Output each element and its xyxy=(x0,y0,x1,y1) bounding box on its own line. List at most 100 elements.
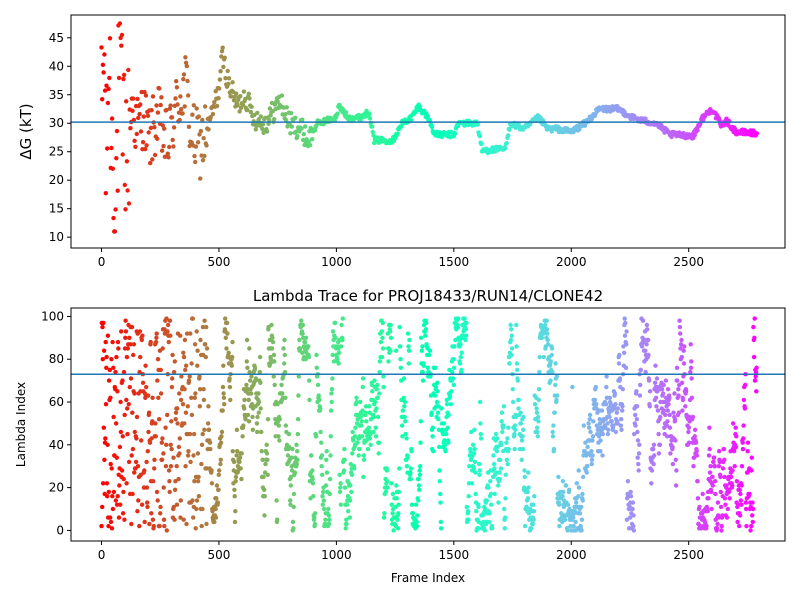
lambda-point xyxy=(272,382,277,388)
lambda-point xyxy=(373,425,378,430)
lambda-point xyxy=(177,451,182,456)
lambda-point xyxy=(375,414,381,420)
lambda-point xyxy=(526,511,532,516)
lambda-point xyxy=(379,329,384,334)
lambda-point xyxy=(128,376,134,381)
dg-point xyxy=(150,157,155,162)
lambda-point xyxy=(106,378,112,383)
lambda-point xyxy=(652,453,657,458)
lambda-point xyxy=(553,361,558,366)
lambda-point xyxy=(336,361,341,366)
dg-point xyxy=(168,103,173,108)
lambda-point xyxy=(651,442,657,447)
lambda-point xyxy=(752,378,758,383)
lambda-point xyxy=(438,526,444,531)
dg-y-axis: 10 15 20 25 30 35 40 45 xyxy=(49,31,71,244)
lambda-point xyxy=(323,483,329,488)
lambda-point xyxy=(169,384,175,390)
lambda-point xyxy=(722,457,727,462)
lambda-point xyxy=(191,515,196,520)
lambda-point xyxy=(186,378,192,383)
lambda-point xyxy=(707,446,712,452)
lambda-point xyxy=(179,374,184,379)
lambda-point xyxy=(635,438,641,443)
lambda-point xyxy=(741,423,746,428)
dg-point xyxy=(301,132,306,137)
lambda-point xyxy=(119,329,124,334)
lambda-point xyxy=(620,408,625,413)
lambda-point xyxy=(617,352,622,358)
lambda-point xyxy=(198,337,203,343)
lambda-point xyxy=(282,361,287,366)
lambda-point xyxy=(247,369,252,375)
lambda-point xyxy=(477,399,483,405)
lambda-point xyxy=(270,339,276,345)
lambda-point xyxy=(289,455,294,460)
dg-point xyxy=(115,188,120,193)
lambda-point xyxy=(667,395,672,400)
lambda-point xyxy=(319,440,324,445)
lambda-point xyxy=(407,337,412,343)
lambda-point xyxy=(400,434,405,439)
dg-point xyxy=(231,98,237,103)
lambda-point xyxy=(706,496,711,501)
lambda-point xyxy=(374,387,379,392)
dg-point xyxy=(267,106,273,111)
dg-point xyxy=(144,143,149,148)
lambda-point xyxy=(359,423,364,428)
y-tick-label: 20 xyxy=(49,481,64,495)
lambda-point xyxy=(707,425,712,430)
lambda-point xyxy=(684,389,689,394)
lambda-point xyxy=(327,517,332,522)
lambda-point xyxy=(200,324,206,330)
lambda-point xyxy=(681,361,687,366)
dg-point xyxy=(246,91,251,97)
lambda-point xyxy=(338,502,344,507)
lambda-point xyxy=(197,374,202,379)
dg-point xyxy=(218,69,223,74)
lambda-point xyxy=(522,474,527,480)
lambda-point xyxy=(105,333,111,338)
lambda-point xyxy=(534,406,539,411)
lambda-point xyxy=(615,406,621,411)
lambda-point xyxy=(530,521,536,527)
lambda-point xyxy=(611,423,616,428)
lambda-point xyxy=(227,384,233,390)
lambda-point xyxy=(147,440,153,445)
lambda-point xyxy=(169,419,174,424)
lambda-point xyxy=(150,395,155,400)
dg-point xyxy=(150,94,156,99)
lambda-point xyxy=(193,526,198,531)
lambda-point xyxy=(487,511,492,516)
lambda-point xyxy=(478,421,483,426)
lambda-point xyxy=(579,504,584,510)
lambda-point xyxy=(300,350,305,355)
lambda-point xyxy=(716,464,722,469)
lambda-point xyxy=(750,506,756,512)
lambda-point xyxy=(199,523,204,529)
lambda-point xyxy=(469,429,474,435)
lambda-point xyxy=(172,487,178,492)
dg-axes-frame xyxy=(70,14,786,249)
lambda-point xyxy=(248,378,253,383)
lambda-point xyxy=(204,521,209,527)
dg-point xyxy=(192,153,197,159)
lambda-point xyxy=(598,449,603,454)
lambda-point xyxy=(389,481,394,486)
lambda-point xyxy=(165,329,170,334)
lambda-point xyxy=(255,414,260,420)
lambda-point xyxy=(599,408,605,413)
lambda-point xyxy=(446,412,451,418)
lambda-point xyxy=(252,365,258,370)
lambda-point xyxy=(711,459,716,465)
lambda-point xyxy=(723,502,728,507)
dg-point xyxy=(142,89,147,95)
dg-point xyxy=(107,75,112,81)
lambda-point xyxy=(338,481,343,486)
lambda-point xyxy=(376,440,382,445)
lambda-point xyxy=(406,348,412,353)
lambda-point xyxy=(600,431,605,437)
lambda-point xyxy=(217,468,222,473)
dg-point xyxy=(159,95,164,100)
lambda-point xyxy=(191,453,196,458)
